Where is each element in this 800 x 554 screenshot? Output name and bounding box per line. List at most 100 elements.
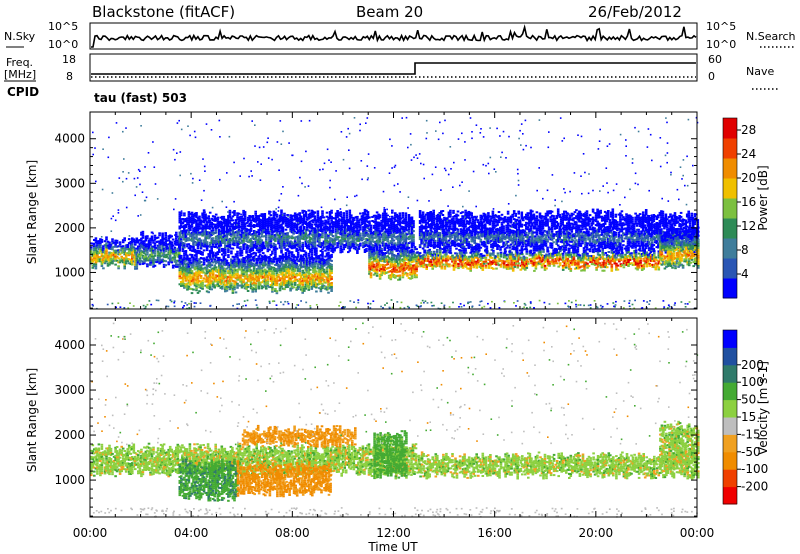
data-cell-band-3 (286, 248, 289, 251)
data-cell-band-0 (102, 251, 105, 254)
data-cell-band-3 (190, 223, 194, 226)
data-cell-band-2 (295, 264, 298, 267)
data-cell-band-3 (321, 236, 324, 239)
data-cell-band-2 (287, 270, 291, 273)
data-cell-band-3 (384, 212, 388, 215)
data-cell-band-2 (289, 259, 292, 262)
data-cell-band-4 (398, 274, 402, 277)
data-cell-band-4 (375, 268, 379, 271)
data-cell-band-0 (93, 255, 96, 258)
data-cell-band-2 (318, 283, 321, 285)
data-cell-band-3 (313, 215, 317, 218)
data-cell-band-2 (204, 272, 207, 275)
data-cell-band-0 (94, 239, 98, 242)
data-cell-band-3 (412, 244, 415, 247)
data-cell-band-0 (126, 248, 129, 251)
data-cell-band-2 (312, 281, 315, 284)
data-cell-band-2 (284, 286, 288, 289)
data-cell-band-5 (446, 249, 450, 252)
data-cell-band-2 (257, 275, 260, 278)
data-cell-band-1 (140, 245, 143, 248)
data-cell-band-2 (316, 279, 320, 282)
data-cell-band-1 (167, 235, 170, 238)
data-cell-band-2 (207, 271, 210, 274)
data-cell-band-1 (158, 234, 161, 237)
data-cell-band-0 (114, 245, 117, 248)
data-cell-band-3 (178, 245, 182, 248)
data-cell-band-3 (181, 246, 185, 248)
data-cell-band-3 (190, 215, 194, 218)
data-cell-band-3 (336, 230, 339, 232)
data-cell-band-3 (227, 249, 230, 252)
data-cell-band-0 (103, 262, 107, 265)
data-cell-band-1 (167, 243, 170, 246)
data-cell-band-2 (205, 290, 209, 293)
data-cell-band-3 (383, 208, 386, 211)
data-cell-band-5 (483, 254, 486, 257)
data-cell-band-0 (109, 261, 113, 264)
data-cell-band-5 (499, 265, 503, 268)
data-cell-band-1 (147, 245, 151, 248)
data-cell-band-2 (248, 270, 251, 273)
data-cell-band-4 (377, 255, 380, 258)
data-cell-band-2 (319, 282, 323, 285)
data-cell-band-0 (124, 252, 128, 255)
data-cell-band-3 (313, 217, 317, 220)
data-cell-band-3 (365, 250, 368, 252)
data-cell-band-2 (262, 264, 265, 267)
data-cell-band-2 (254, 288, 257, 291)
data-cell-band-2 (204, 280, 207, 283)
data-cell-band-0 (108, 247, 111, 250)
data-cell-band-5 (439, 251, 442, 254)
data-cell-band-2 (234, 269, 238, 272)
data-cell-band-1 (173, 258, 177, 261)
data-cell-band-0 (115, 255, 119, 258)
data-cell-band-2 (277, 265, 280, 268)
data-cell-band-0 (124, 246, 128, 249)
data-cell-band-2 (292, 280, 295, 283)
data-cell-band-1 (153, 236, 157, 239)
data-cell-band-3 (190, 233, 194, 236)
data-cell-band-0 (123, 259, 126, 262)
data-cell-band-2 (257, 279, 260, 282)
data-cell-band-2 (298, 272, 301, 275)
data-cell-band-2 (243, 271, 247, 274)
data-cell-band-1 (143, 244, 146, 247)
data-cell-band-2 (210, 264, 213, 267)
data-cell-band-2 (281, 259, 285, 262)
data-cell-band-2 (284, 252, 288, 254)
data-cell-band-3 (304, 233, 308, 235)
data-cell-band-2 (221, 285, 224, 288)
data-cell-band-2 (299, 260, 303, 263)
data-cell-band-0 (102, 267, 105, 270)
data-cell-band-0 (114, 251, 117, 254)
data-cell-band-2 (330, 270, 333, 272)
data-cell-band-3 (222, 215, 226, 218)
data-cell-band-2 (228, 282, 232, 285)
data-cell-band-3 (181, 230, 185, 232)
data-cell-band-2 (208, 254, 212, 256)
data-cell-band-5 (429, 250, 433, 253)
data-cell-band-2 (198, 284, 201, 287)
data-cell-band-2 (303, 277, 306, 280)
data-cell-band-1 (141, 244, 145, 247)
data-cell-band-1 (173, 246, 177, 249)
data-cell-band-4 (406, 272, 409, 275)
data-cell-band-1 (168, 246, 172, 249)
data-cell-band-3 (263, 247, 267, 250)
data-cell-band-0 (129, 261, 133, 263)
data-cell-band-5 (469, 269, 472, 272)
data-cell-band-1 (156, 236, 160, 239)
data-cell-band-2 (275, 276, 279, 279)
data-cell-band-4 (412, 260, 415, 263)
data-cell-band-2 (287, 258, 291, 261)
data-cell-band-2 (290, 263, 294, 266)
data-cell-band-2 (298, 286, 301, 289)
data-cell-band-3 (315, 249, 318, 252)
data-cell-band-0 (120, 247, 123, 250)
data-cell-band-2 (198, 252, 201, 255)
data-cell-band-3 (184, 234, 188, 236)
data-cell-band-2 (254, 290, 257, 293)
data-cell-band-2 (301, 259, 304, 262)
data-cell-band-2 (262, 276, 265, 279)
